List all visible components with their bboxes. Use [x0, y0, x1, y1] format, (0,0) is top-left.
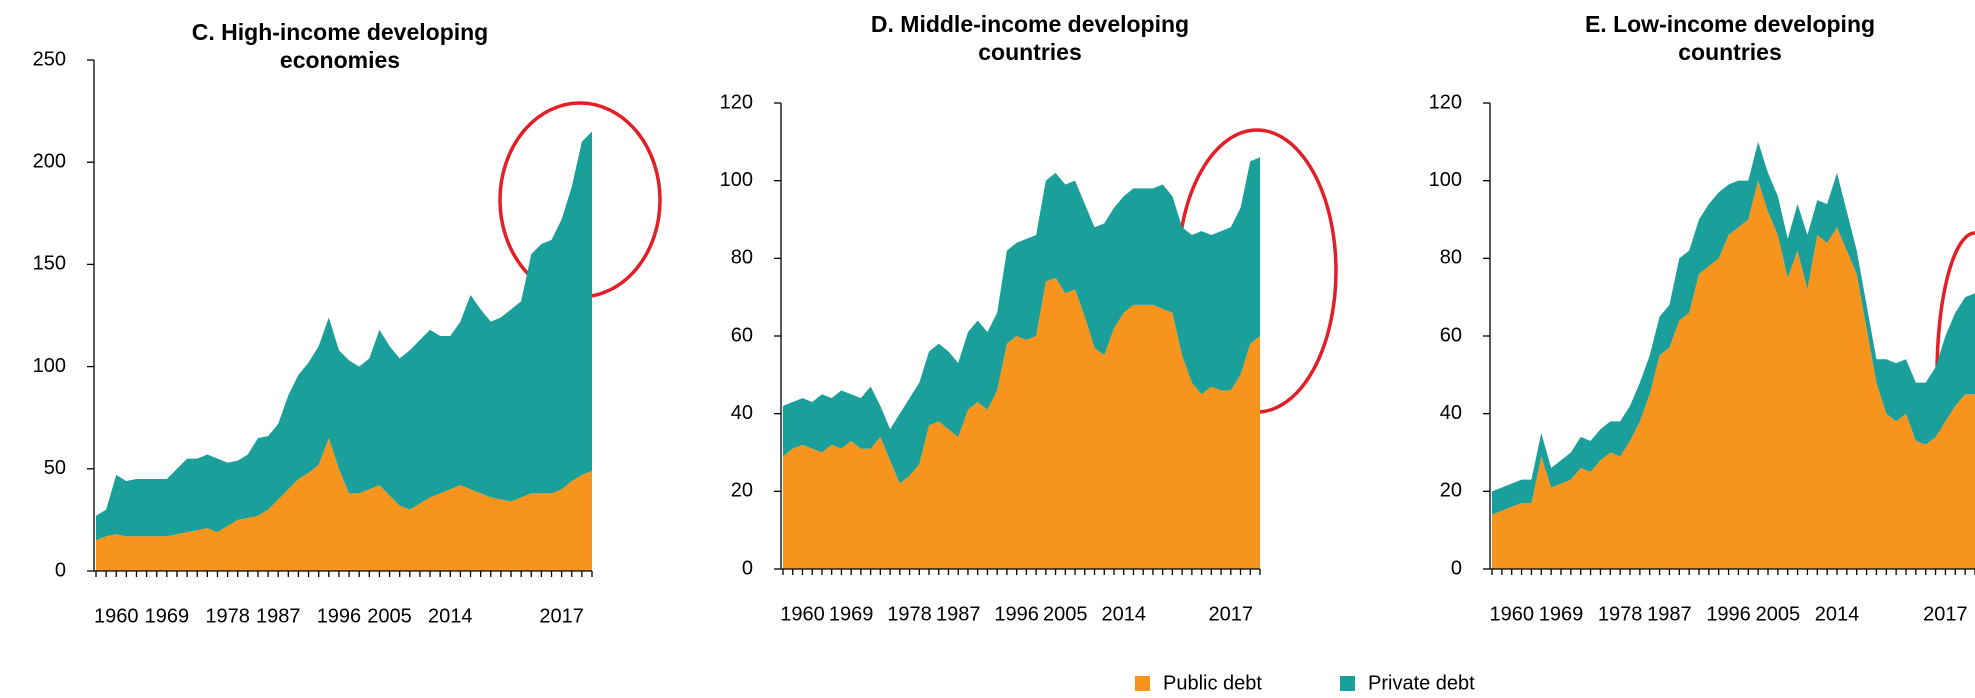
y-tick-label: 50 [44, 457, 66, 479]
legend-swatch [1135, 676, 1150, 691]
x-tick-label: 2005 [1756, 603, 1801, 625]
x-tick-label: 2014 [1815, 603, 1860, 625]
x-tick-label: 1969 [829, 603, 874, 625]
x-tick-label: 2005 [367, 605, 412, 627]
y-tick-label: 60 [731, 324, 753, 346]
chart-title: D. Middle-income developing countries [870, 11, 1190, 65]
legend-swatch [1340, 676, 1355, 691]
y-tick-label: 100 [33, 355, 66, 377]
x-tick-label: 2014 [428, 605, 473, 627]
y-tick-label: 0 [55, 559, 66, 581]
area [96, 438, 592, 571]
x-tick-label: 1978 [887, 603, 932, 625]
x-tick-label: 1996 [994, 603, 1039, 625]
chart-title: E. Low-income developing countries [1584, 11, 1876, 65]
area [1492, 180, 1975, 569]
y-tick-label: 0 [742, 557, 753, 579]
x-tick-label: 2017 [539, 605, 584, 627]
x-tick-label: 1969 [1539, 603, 1584, 625]
x-tick-label: 2005 [1043, 603, 1088, 625]
area [1492, 141, 1975, 515]
y-tick-label: 40 [731, 402, 753, 424]
x-tick-label: 1960 [94, 605, 139, 627]
legend-label: Private debt [1368, 672, 1475, 694]
y-tick-label: 100 [720, 169, 753, 191]
x-tick-label: 1960 [780, 603, 825, 625]
x-tick-label: 1996 [1706, 603, 1751, 625]
y-tick-label: 80 [731, 247, 753, 269]
y-tick-label: 250 [33, 48, 66, 70]
area [783, 277, 1260, 569]
x-tick-label: 2014 [1101, 603, 1146, 625]
x-tick-label: 1960 [1489, 603, 1534, 625]
chart-title: C. High-income developing economies [191, 19, 489, 73]
legend-label: Public debt [1163, 672, 1262, 694]
y-tick-label: 0 [1451, 557, 1462, 579]
x-tick-label: 1996 [317, 605, 362, 627]
area [96, 131, 592, 541]
y-tick-label: 80 [1440, 247, 1462, 269]
y-tick-label: 60 [1440, 324, 1462, 346]
y-tick-label: 20 [731, 480, 753, 502]
y-tick-label: 150 [33, 253, 66, 275]
x-tick-label: 2017 [1209, 603, 1254, 625]
y-tick-label: 200 [33, 150, 66, 172]
x-tick-label: 1969 [145, 605, 190, 627]
x-tick-label: 1987 [1647, 603, 1692, 625]
area [783, 157, 1260, 484]
y-tick-label: 40 [1440, 402, 1462, 424]
x-tick-label: 1987 [936, 603, 981, 625]
x-tick-label: 1987 [256, 605, 301, 627]
x-tick-label: 2017 [1923, 603, 1968, 625]
y-tick-label: 100 [1429, 169, 1462, 191]
y-tick-label: 120 [720, 91, 753, 113]
y-tick-label: 20 [1440, 480, 1462, 502]
x-tick-label: 1978 [205, 605, 250, 627]
y-tick-label: 120 [1429, 91, 1462, 113]
x-tick-label: 1978 [1598, 603, 1643, 625]
